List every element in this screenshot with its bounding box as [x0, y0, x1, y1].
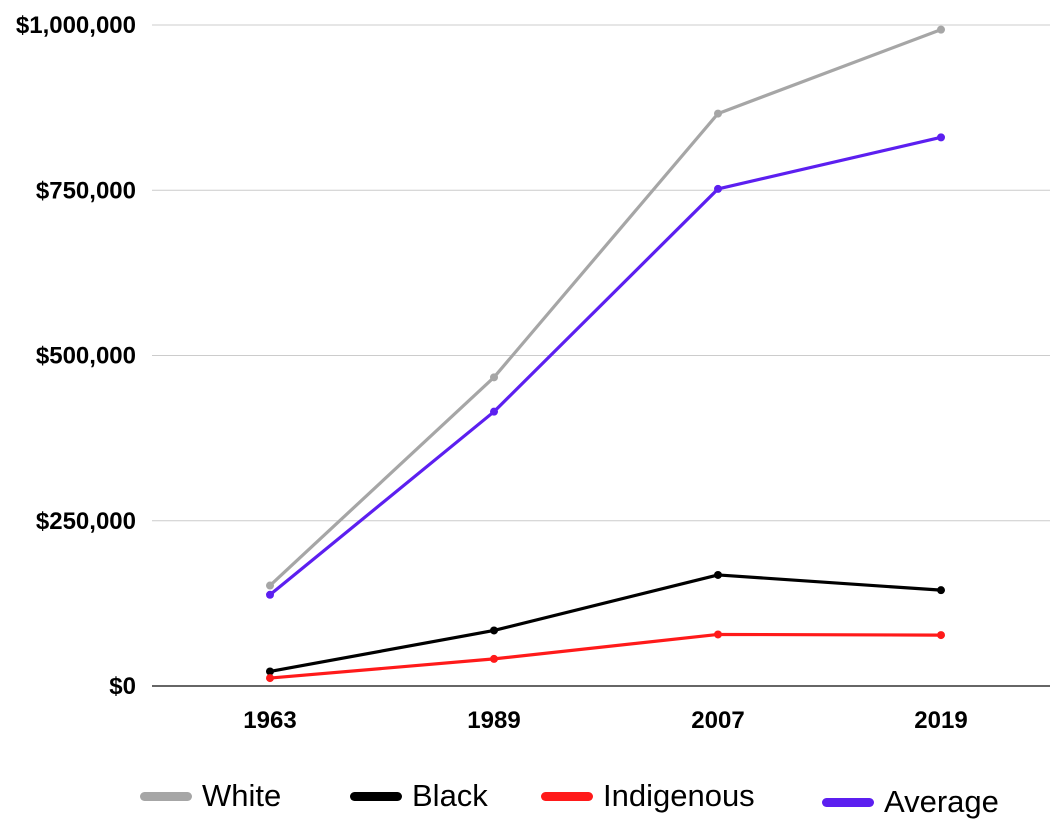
- legend-swatch-indigenous: [541, 791, 593, 801]
- series-black: [266, 570, 945, 676]
- legend-swatch-white: [140, 791, 192, 801]
- legend-label-indigenous: Indigenous: [603, 778, 755, 813]
- data-point-white-1963: [266, 581, 274, 590]
- data-point-white-2007: [714, 109, 722, 118]
- legend-item-white: White: [140, 778, 281, 814]
- data-point-black-1963: [266, 667, 274, 676]
- legend-item-average: Average: [822, 784, 999, 820]
- legend-label-black: Black: [412, 778, 488, 813]
- data-point-average-2007: [714, 184, 722, 193]
- data-point-black-1989: [490, 626, 498, 635]
- data-point-white-1989: [490, 373, 498, 382]
- gridlines: [152, 24, 1050, 687]
- data-point-indigenous-2019: [937, 631, 945, 640]
- legend-label-white: White: [202, 778, 282, 813]
- y-tick-label--0: $0: [109, 673, 136, 700]
- series-indigenous: [266, 630, 945, 683]
- x-tick-label-1989: 1989: [467, 707, 520, 734]
- legend-swatch-black: [350, 791, 402, 801]
- series-line-indigenous: [268, 632, 943, 680]
- data-point-black-2019: [937, 586, 945, 595]
- y-tick-label--250-000: $250,000: [36, 508, 136, 535]
- data-point-white-2019: [937, 25, 945, 34]
- x-axis-tick-labels: 1963 1989 2007 2019: [243, 707, 967, 734]
- x-tick-label-2007: 2007: [691, 707, 744, 734]
- legend-item-black: Black: [350, 778, 488, 814]
- legend-label-average: Average: [884, 784, 999, 819]
- data-point-black-2007: [714, 570, 722, 579]
- legend: White Black Indigenous Average: [0, 770, 1050, 826]
- data-point-indigenous-1963: [266, 674, 274, 683]
- legend-item-indigenous: Indigenous: [541, 778, 755, 814]
- series-average: [266, 133, 945, 599]
- y-tick-label--500-000: $500,000: [36, 343, 136, 370]
- data-point-indigenous-2007: [714, 630, 722, 639]
- line-chart: $0 $250,000 $500,000 $750,000 $1,000,000 196…: [16, 12, 1050, 734]
- series-lines: [266, 25, 945, 683]
- data-point-average-1963: [266, 590, 274, 599]
- x-tick-label-1963: 1963: [243, 707, 296, 734]
- data-point-average-2019: [937, 133, 945, 142]
- y-tick-label--1-000-000: $1,000,000: [16, 12, 136, 39]
- y-axis-tick-labels: $0 $250,000 $500,000 $750,000 $1,000,000: [16, 12, 136, 700]
- data-point-average-1989: [490, 407, 498, 416]
- x-tick-label-2019: 2019: [914, 707, 967, 734]
- series-line-average: [268, 135, 943, 597]
- series-line-white: [268, 28, 943, 588]
- y-tick-label--750-000: $750,000: [36, 177, 136, 204]
- data-point-indigenous-1989: [490, 654, 498, 663]
- legend-swatch-average: [822, 797, 874, 807]
- series-line-black: [268, 573, 943, 674]
- series-white: [266, 25, 945, 590]
